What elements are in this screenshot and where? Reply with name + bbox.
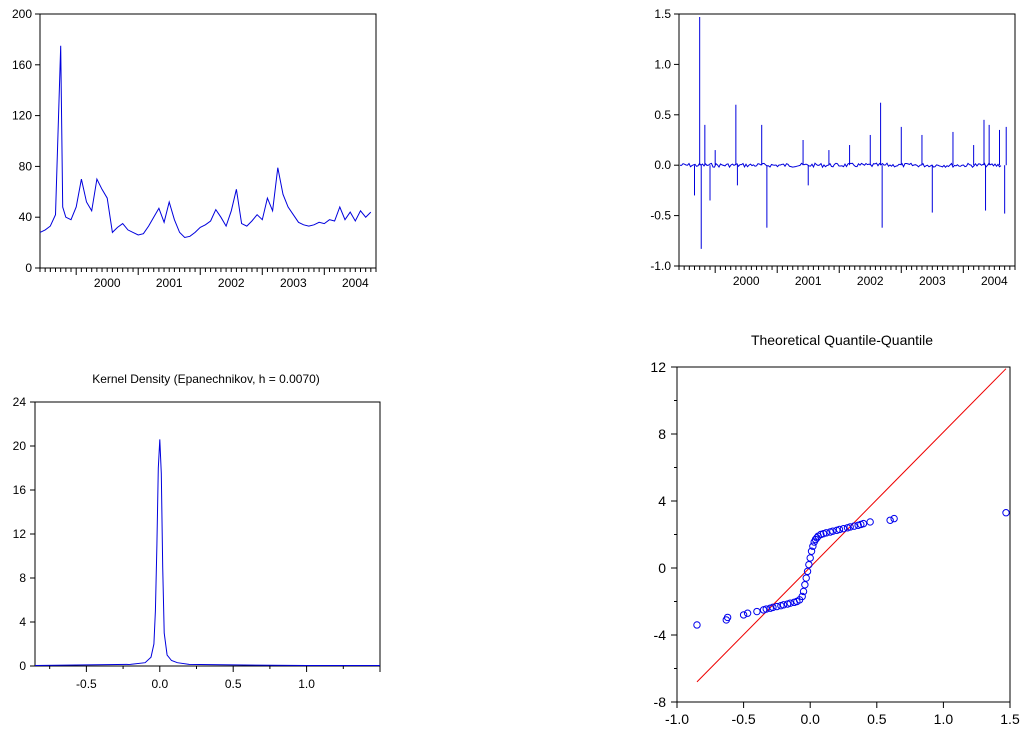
qq-title: Theoretical Quantile-Quantile [751, 332, 933, 348]
y-tick-label: 4 [19, 615, 26, 629]
y-tick-label: 0 [25, 261, 32, 275]
y-tick-label: 0.0 [654, 158, 671, 172]
qq-point [829, 527, 837, 535]
y-tick-label: 0 [19, 659, 26, 673]
qq-point [1002, 509, 1010, 517]
qq-point [846, 523, 854, 531]
y-tick-label: 16 [13, 483, 27, 497]
y-tick-label: 8 [19, 571, 26, 585]
y-tick-label: 0 [658, 560, 666, 576]
qq-point [809, 542, 817, 550]
qq-point [835, 525, 844, 534]
y-tick-label: 120 [12, 109, 32, 123]
qq-point [802, 574, 810, 582]
x-tick-label: 0.5 [225, 677, 242, 691]
qq-point [739, 611, 748, 619]
x-tick-label: 1.0 [298, 677, 315, 691]
y-tick-label: 200 [12, 7, 32, 21]
y-tick-label: -1.0 [650, 259, 671, 273]
y-tick-label: -4 [654, 627, 667, 643]
qq-point [779, 601, 788, 609]
qq-point [798, 592, 806, 601]
x-tick-label: 0.0 [800, 711, 820, 727]
qq-point [805, 560, 813, 569]
kernel-density-chart: Kernel Density (Epanechnikov, h = 0.0070… [13, 372, 381, 691]
x-tick-label: 0.5 [867, 711, 887, 727]
qq-point [803, 567, 812, 576]
qq-point [769, 603, 777, 612]
qq-point [743, 609, 752, 617]
plot-frame [34, 401, 381, 667]
qq-point [807, 547, 816, 555]
qq-point [693, 621, 701, 629]
x-tick-label: 2002 [218, 276, 245, 290]
x-tick-label: 2001 [156, 276, 183, 290]
y-tick-label: 40 [19, 210, 33, 224]
x-tick-label: 2001 [795, 274, 822, 288]
y-tick-label: 4 [658, 493, 666, 509]
density-line [34, 439, 380, 666]
qq-point [799, 587, 808, 596]
x-tick-label: -0.5 [732, 711, 756, 727]
x-tick-label: 2003 [280, 276, 307, 290]
series-line [679, 162, 1002, 169]
qq-point [753, 607, 761, 616]
x-tick-label: -0.5 [76, 677, 97, 691]
y-tick-label: 12 [650, 359, 666, 375]
kernel-density-title: Kernel Density (Epanechnikov, h = 0.0070… [92, 372, 320, 386]
qq-point [890, 514, 898, 523]
x-tick-label: 1.5 [1000, 711, 1020, 727]
x-tick-label: 2004 [981, 274, 1008, 288]
y-tick-label: 8 [658, 426, 666, 442]
qq-point [859, 519, 868, 528]
qq-point [723, 613, 732, 622]
x-tick-label: 0.0 [151, 677, 168, 691]
qq-point [773, 602, 781, 611]
price-chart: 0 40 80 120 160 200 2000 2001 2002 2003 2004 [12, 7, 377, 290]
y-tick-label: 1.5 [654, 7, 671, 21]
y-tick-label: 24 [13, 395, 27, 409]
x-tick-label: 2002 [857, 274, 884, 288]
qq-point [801, 581, 809, 589]
returns-chart: -1.0 -0.5 0.0 0.5 1.0 1.5 2000 2001 2002 2003 2004 [650, 7, 1016, 288]
y-tick-label: 12 [13, 527, 27, 541]
y-tick-label: 1.0 [654, 57, 671, 71]
x-tick-label: 2003 [919, 274, 946, 288]
x-tick-label: 2004 [342, 276, 369, 290]
plot-frame [39, 13, 377, 269]
qq-point [839, 524, 848, 533]
qq-point [806, 554, 814, 562]
qq-point [850, 522, 858, 530]
x-tick-label: -1.0 [665, 711, 689, 727]
plot-frame [678, 13, 1016, 267]
y-tick-label: -8 [654, 694, 667, 710]
x-tick-label: 2000 [733, 274, 760, 288]
x-tick-label: 2000 [94, 276, 121, 290]
x-tick-label: 1.0 [934, 711, 954, 727]
y-tick-label: 160 [12, 58, 32, 72]
qq-point [886, 516, 894, 524]
qq-point [866, 518, 874, 526]
y-tick-label: 20 [13, 439, 27, 453]
y-tick-label: -0.5 [650, 209, 671, 223]
qq-point [822, 529, 830, 537]
qq-chart: Theoretical Quantile-Quantile -8 -4 0 4 8 12 -… [650, 332, 1020, 727]
y-tick-label: 0.5 [654, 108, 671, 122]
qq-point [762, 605, 770, 613]
y-tick-label: 80 [19, 159, 33, 173]
qq-point [786, 599, 794, 607]
series-line [39, 45, 372, 239]
